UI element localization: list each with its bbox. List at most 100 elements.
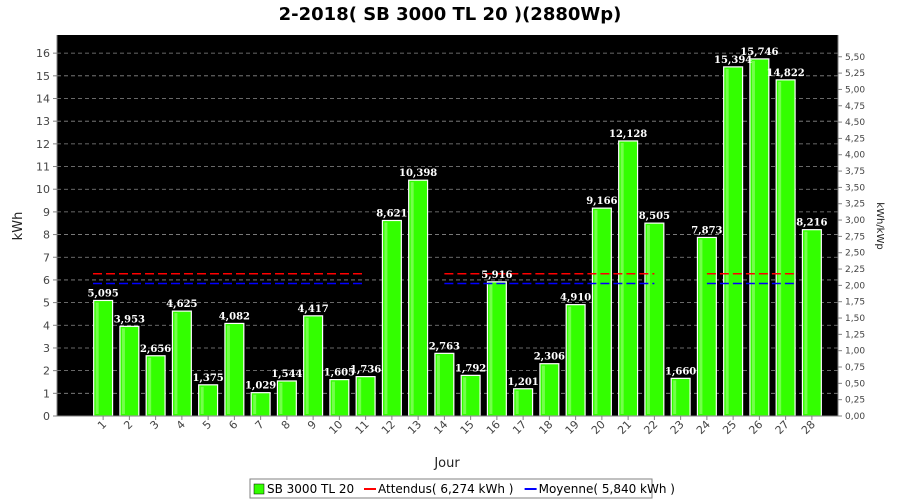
bar-highlight — [541, 365, 545, 414]
bar-highlight — [410, 182, 414, 414]
bar-value-label: 1,201 — [507, 377, 538, 388]
x-tick-label: 22 — [641, 418, 660, 437]
x-tick-label: 28 — [799, 418, 818, 437]
y-tick-label: 8 — [43, 229, 50, 242]
x-tick-label: 17 — [510, 418, 529, 437]
bar-value-label: 2,763 — [429, 341, 460, 352]
y-right-tick-label: 4,00 — [845, 151, 865, 161]
bar-value-label: 10,398 — [399, 168, 437, 179]
bar-highlight — [226, 325, 230, 414]
y-tick-label: 10 — [36, 183, 50, 196]
bar-highlight — [174, 313, 178, 414]
y-tick-label: 0 — [43, 410, 50, 423]
x-tick-label: 16 — [484, 418, 503, 437]
bar-value-label: 1,544 — [271, 369, 302, 380]
bar-value-label: 8,216 — [796, 218, 827, 229]
bar-highlight — [121, 328, 125, 414]
y-right-tick-label: 2,50 — [845, 249, 865, 259]
x-tick-label: 6 — [226, 418, 240, 432]
y-tick-label: 12 — [36, 138, 50, 151]
legend-label: SB 3000 TL 20 — [267, 482, 354, 496]
bar-highlight — [95, 302, 99, 414]
legend-label: Attendus( 6,274 kWh ) — [378, 482, 513, 496]
y-right-tick-label: 3,25 — [845, 200, 865, 210]
bar-highlight — [489, 283, 493, 414]
x-axis: 1 2 3 4 5 6 7 8 9 10 11 12 13 14 15 16 17 18 19 20 21 22 23 24 2… — [57, 415, 838, 437]
bar-highlight — [463, 377, 467, 414]
bar-value-label: 9,166 — [586, 196, 617, 207]
reference-lines — [93, 272, 798, 285]
y-tick-label: 15 — [36, 70, 50, 83]
bar-value-label: 1,660 — [665, 366, 696, 377]
y-axis-right-label: kWh/kWp — [874, 202, 885, 249]
bar-highlight — [515, 390, 519, 414]
x-tick-label: 20 — [589, 418, 608, 437]
legend-box — [249, 478, 653, 499]
y-right-tick-label: 0,00 — [845, 412, 865, 422]
y-tick-label: 1 — [43, 387, 50, 400]
y-right-tick-label: 2,00 — [845, 281, 865, 291]
y-right-tick-label: 2,25 — [845, 265, 865, 275]
bar-highlight — [305, 317, 309, 414]
x-tick-label: 2 — [121, 418, 135, 432]
y-right-tick-label: 1,50 — [845, 314, 865, 324]
bar-highlight — [253, 394, 257, 414]
bar-value-label: 1,736 — [350, 365, 381, 376]
y-right-tick-label: 3,00 — [845, 216, 865, 226]
x-tick-label: 5 — [200, 418, 214, 432]
x-tick-label: 9 — [305, 418, 319, 432]
y-right-tick-label: 1,00 — [845, 347, 865, 357]
legend-swatch-bar — [253, 483, 265, 495]
y-right-tick-label: 3,50 — [845, 183, 865, 193]
bar-value-label: 5,916 — [481, 270, 512, 281]
x-tick-label: 10 — [326, 418, 345, 437]
bar-highlight — [620, 142, 624, 414]
bar-value-label: 2,656 — [140, 344, 171, 355]
legend-label: Moyenne( 5,840 kWh ) — [539, 482, 675, 496]
bar-highlight — [200, 386, 204, 414]
x-tick-label: 8 — [279, 418, 293, 432]
x-tick-label: 24 — [694, 418, 713, 437]
bar-highlight — [804, 231, 808, 414]
bar-value-label: 1,029 — [245, 381, 276, 392]
y-right-tick-label: 3,75 — [845, 167, 865, 177]
bar-value-label: 5,095 — [87, 288, 118, 299]
bar-value-label: 2,306 — [534, 352, 565, 363]
bar-value-label: 15,394 — [714, 55, 752, 66]
x-tick-label: 25 — [720, 418, 739, 437]
y-right-tick-label: 4,50 — [845, 118, 865, 128]
y-right-tick-label: 0,75 — [845, 363, 865, 373]
x-tick-label: 18 — [536, 418, 555, 437]
y-axis-label: kWh — [11, 212, 26, 241]
x-tick-label: 27 — [773, 418, 792, 437]
legend: SB 3000 TL 20 Attendus( 6,274 kWh ) Moyenn… — [253, 482, 675, 496]
bar-value-label: 1,375 — [192, 373, 223, 384]
x-tick-label: 15 — [458, 418, 477, 437]
y-tick-label: 6 — [43, 274, 50, 287]
bar-value-label: 12,128 — [609, 129, 647, 140]
y-right-tick-label: 4,75 — [845, 102, 865, 112]
bar-highlight — [148, 357, 152, 414]
bar-highlight — [725, 68, 729, 414]
y-right-tick-label: 1,75 — [845, 298, 865, 308]
bar-highlight — [436, 355, 440, 414]
y-right-tick-label: 0,25 — [845, 396, 865, 406]
x-tick-label: 23 — [668, 418, 687, 437]
bar-highlight — [384, 222, 388, 414]
x-tick-label: 12 — [379, 418, 398, 437]
bar-value-label: 7,873 — [691, 225, 722, 236]
data-labels: 5,095 3,953 2,656 4,625 1,375 4,082 1,0291,544… — [87, 47, 827, 392]
x-tick-label: 19 — [563, 418, 582, 437]
bar-highlight — [358, 378, 362, 414]
y-tick-label: 11 — [36, 161, 50, 174]
bar-highlight — [646, 225, 650, 414]
bar-highlight — [331, 381, 335, 414]
bar-value-label: 15,746 — [740, 47, 778, 58]
bars — [93, 58, 822, 417]
x-tick-label: 14 — [431, 418, 450, 437]
y-right-tick-label: 4,25 — [845, 134, 865, 144]
y-right-tick-label: 0,50 — [845, 379, 865, 389]
